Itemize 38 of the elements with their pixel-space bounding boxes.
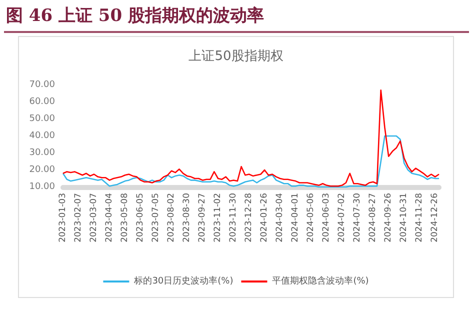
x-tick-label: 2023-04-04 <box>104 193 115 242</box>
y-tick-label: 10.00 <box>29 182 56 192</box>
y-tick-label: 50.00 <box>29 114 56 124</box>
x-tick-label: 2023-11-30 <box>228 193 239 242</box>
y-tick-label: 70.00 <box>29 80 56 90</box>
x-tick-label: 2024-03-04 <box>275 193 286 242</box>
x-tick-label: 2023-09-27 <box>198 193 208 242</box>
x-tick-label: 2023-11-02 <box>213 193 224 242</box>
x-tick-label: 2024-06-03 <box>322 193 332 242</box>
x-tick-label: 2024-12-26 <box>430 193 440 242</box>
y-tick-label: 20.00 <box>29 165 56 175</box>
x-tick-label: 2024-01-26 <box>260 193 270 242</box>
y-tick-label: 30.00 <box>29 148 56 158</box>
x-tick-label: 2023-01-03 <box>58 193 68 242</box>
line-series <box>62 135 440 188</box>
x-tick-label: 2024-09-26 <box>384 193 394 242</box>
x-tick-label: 2024-08-27 <box>368 193 378 242</box>
x-tick-label: 2023-05-08 <box>120 193 130 242</box>
y-tick-label: 60.00 <box>29 97 56 107</box>
x-tick-label: 2024-07-02 <box>337 193 348 242</box>
x-tick-label: 2024-10-31 <box>399 193 410 242</box>
legend-label: 平值期权隐含波动率(%) <box>272 276 369 286</box>
x-tick-label: 2023-12-28 <box>244 193 254 242</box>
x-tick-label: 2023-06-05 <box>136 193 146 242</box>
chart-title: 图 46 上证 50 股指期权的波动率 <box>6 5 264 27</box>
x-tick-label: 2024-05-06 <box>306 193 316 242</box>
x-tick-label: 2024-04-01 <box>290 193 301 242</box>
x-tick-label: 2024-11-28 <box>414 193 425 242</box>
x-tick-label: 2023-07-05 <box>151 193 162 242</box>
x-tick-label: 2024-07-30 <box>352 193 363 242</box>
x-tick-label: 2023-08-30 <box>182 193 192 242</box>
x-tick-label: 2023-03-07 <box>89 193 100 242</box>
x-tick-label: 2023-08-02 <box>166 193 177 242</box>
legend-label: 标的30日历史波动率(%) <box>133 276 234 286</box>
y-tick-label: 40.00 <box>29 131 56 141</box>
chart-subtitle: 上证50股指期权 <box>188 49 284 64</box>
x-tick-label: 2023-02-07 <box>74 193 84 242</box>
line-series <box>62 89 440 187</box>
